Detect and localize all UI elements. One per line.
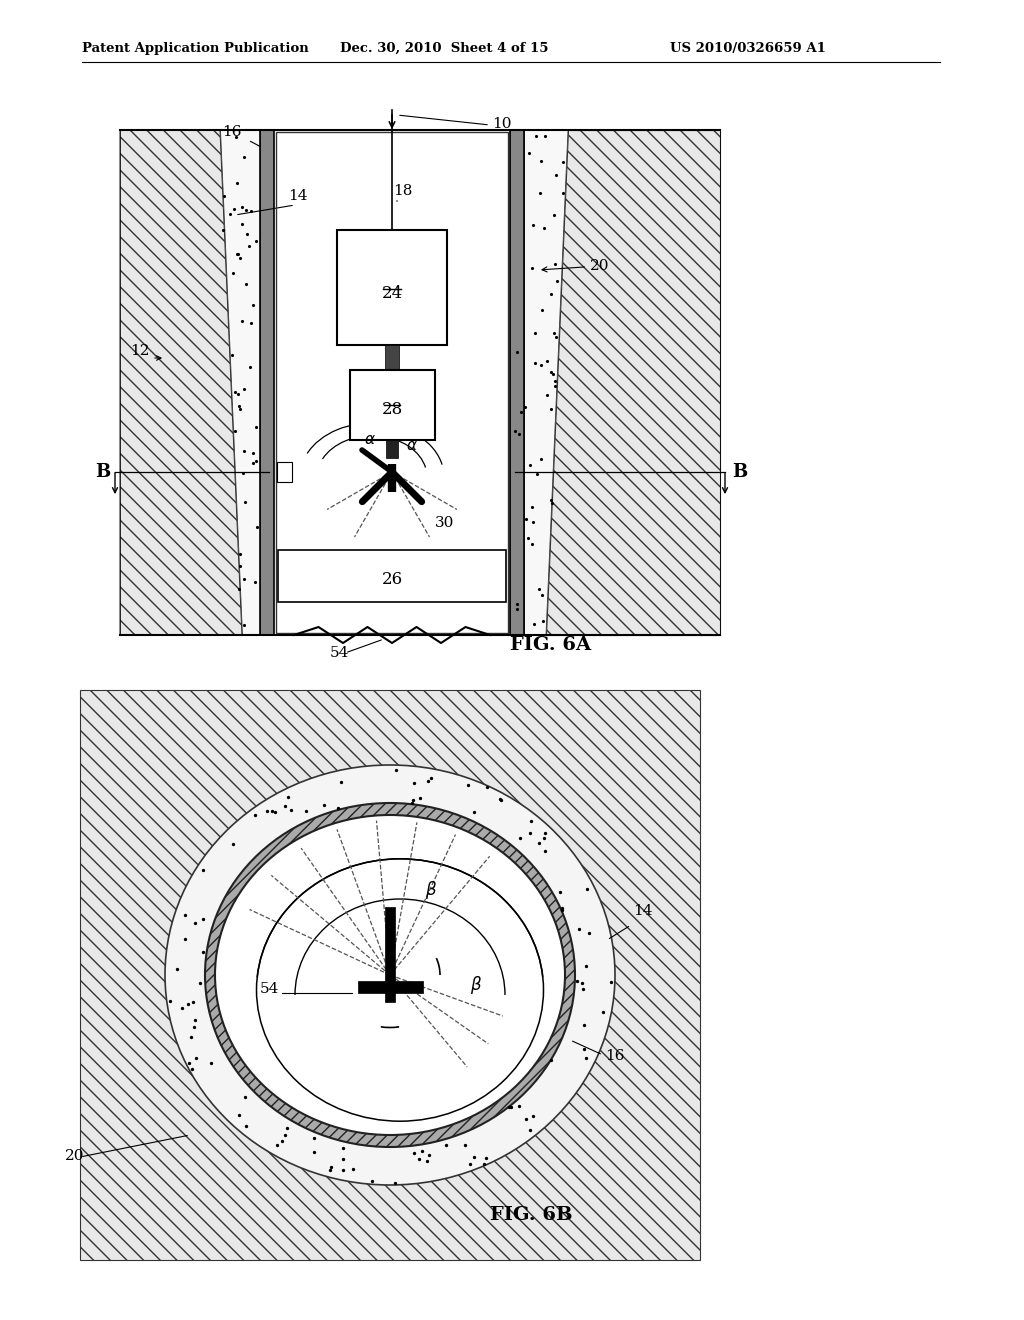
Text: 28: 28 [381, 401, 402, 418]
Text: $\beta$: $\beta$ [425, 879, 437, 902]
Bar [278, 550, 506, 602]
Text: $\alpha$: $\alpha$ [364, 432, 376, 447]
Text: B: B [732, 463, 748, 480]
Text: FIG. 6A: FIG. 6A [510, 636, 591, 653]
Ellipse shape [215, 814, 565, 1135]
Bar [276, 132, 508, 634]
Bar [385, 907, 395, 1002]
Text: 14: 14 [288, 189, 307, 203]
Text: B: B [95, 463, 111, 480]
Bar [357, 981, 423, 993]
Bar [260, 129, 274, 635]
Text: 12: 12 [130, 345, 150, 358]
Text: 10: 10 [492, 117, 512, 131]
Polygon shape [120, 129, 242, 635]
Text: 16: 16 [605, 1049, 625, 1063]
Bar [80, 690, 700, 1261]
Text: Dec. 30, 2010  Sheet 4 of 15: Dec. 30, 2010 Sheet 4 of 15 [340, 42, 549, 55]
Text: $\beta$: $\beta$ [470, 974, 482, 997]
Text: 24: 24 [381, 285, 402, 302]
Text: 16: 16 [222, 125, 242, 139]
Text: 30: 30 [435, 516, 455, 531]
Text: 20: 20 [65, 1148, 85, 1163]
Text: US 2010/0326659 A1: US 2010/0326659 A1 [670, 42, 826, 55]
Text: 14: 14 [633, 904, 652, 917]
Polygon shape [510, 129, 568, 635]
Ellipse shape [165, 766, 615, 1185]
Ellipse shape [205, 803, 575, 1147]
Polygon shape [220, 129, 260, 635]
Bar [349, 370, 434, 440]
Bar [510, 129, 524, 635]
Bar [274, 129, 510, 635]
Text: 26: 26 [381, 572, 402, 589]
Text: 54: 54 [260, 982, 280, 997]
Bar [386, 440, 398, 458]
Text: 18: 18 [393, 183, 413, 198]
Text: Patent Application Publication: Patent Application Publication [82, 42, 309, 55]
Bar [278, 462, 292, 482]
Text: 20: 20 [542, 259, 609, 273]
Bar [337, 230, 447, 345]
Text: 54: 54 [330, 645, 349, 660]
Polygon shape [546, 129, 720, 635]
Text: $\alpha$: $\alpha$ [406, 438, 418, 453]
Text: FIG. 6B: FIG. 6B [490, 1206, 572, 1224]
Bar [385, 345, 399, 370]
